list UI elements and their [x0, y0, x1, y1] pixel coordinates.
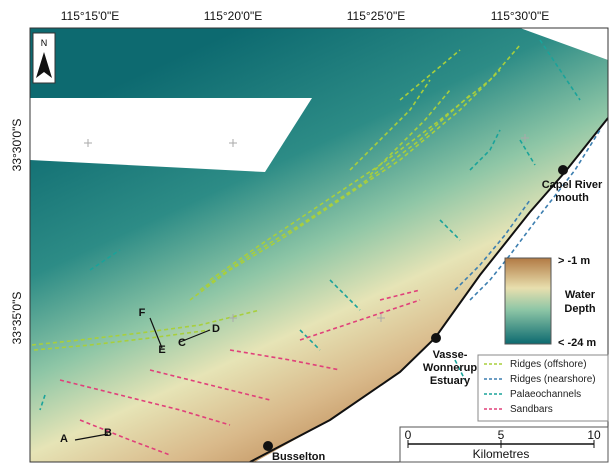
place-label: mouth	[555, 192, 589, 204]
left-axis-label: 33°30'0"S	[10, 119, 24, 172]
north-label: N	[41, 38, 48, 48]
place-label: Wonnerup	[423, 362, 477, 374]
depth-title: Water	[565, 289, 596, 301]
left-axis-label: 33°35'0"S	[10, 292, 24, 345]
top-axis-label: 115°30'0"E	[491, 9, 550, 23]
scale-tick-label: 0	[405, 428, 412, 442]
scale-unit: Kilometres	[473, 447, 530, 461]
legend-label: Sandbars	[510, 404, 553, 415]
top-axis-label: 115°20'0"E	[204, 9, 263, 23]
depth-min-label: < -24 m	[558, 337, 596, 349]
place-label: Busselton	[272, 451, 325, 463]
north-arrow: N	[33, 33, 55, 83]
scale-tick-label: 5	[498, 428, 505, 442]
profile-label: F	[139, 307, 146, 319]
no-data-area	[30, 98, 312, 172]
legend-label: Ridges (offshore)	[510, 359, 587, 370]
scale-bar: 0 5 10 Kilometres	[400, 427, 608, 462]
place-label: Estuary	[430, 375, 471, 387]
place-label: Vasse-	[433, 349, 468, 361]
profile-label: B	[104, 427, 112, 439]
depth-colorbar	[505, 258, 551, 344]
profile-label: C	[178, 337, 186, 349]
place-label: Capel River	[542, 179, 603, 191]
depth-title: Depth	[564, 303, 595, 315]
profile-label: A	[60, 433, 68, 445]
place-dot	[431, 333, 441, 343]
place-dot	[558, 165, 568, 175]
map: N 115°15'0"E 115°20'0"E 115°25'0"E 115°30'0…	[0, 0, 613, 468]
profile-label: D	[212, 323, 220, 335]
top-axis-label: 115°25'0"E	[347, 9, 406, 23]
legend: Ridges (offshore) Ridges (nearshore) Palae…	[478, 355, 608, 421]
place-dot	[263, 441, 273, 451]
legend-label: Ridges (nearshore)	[510, 374, 596, 385]
profile-label: E	[158, 344, 165, 356]
legend-label: Palaeochannels	[510, 389, 581, 400]
top-axis-label: 115°15'0"E	[61, 9, 120, 23]
depth-max-label: > -1 m	[558, 255, 590, 267]
scale-tick-label: 10	[587, 428, 601, 442]
